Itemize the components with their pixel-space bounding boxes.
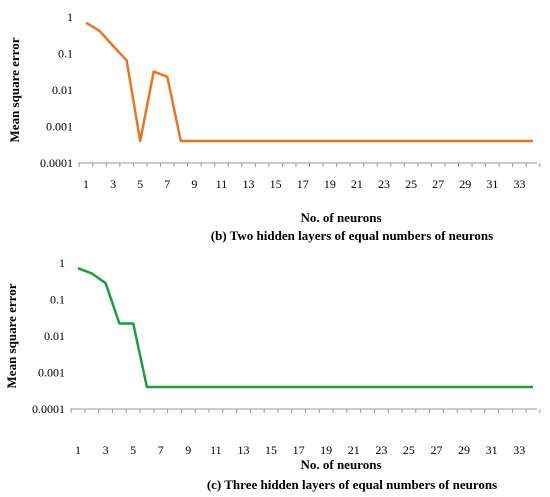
y-tick-label: 0.0001	[40, 156, 73, 170]
figure-caption: (c) Three hidden layers of equal numbers…	[207, 477, 497, 492]
x-tick-label: 27	[430, 443, 442, 457]
x-tick-label: 29	[458, 443, 470, 457]
x-tick-label: 29	[459, 177, 471, 191]
y-tick-label: 0.01	[52, 83, 73, 97]
series-line	[85, 21, 533, 143]
x-tick-label: 3	[103, 443, 109, 457]
x-tick-label: 11	[210, 443, 222, 457]
x-tick-label: 1	[75, 443, 81, 457]
y-tick-label: 0.001	[46, 120, 73, 134]
x-tick-labels: 1 3 5 7 9 11 13 15 17 19 21 23 25 27 29 31 33	[75, 443, 525, 457]
x-tick-label: 13	[243, 177, 255, 191]
y-tick-label: 0.01	[44, 329, 65, 343]
x-tick-label: 23	[375, 443, 387, 457]
x-tick-label: 9	[191, 177, 197, 191]
x-tick-label: 19	[320, 443, 332, 457]
x-tick-marks	[78, 163, 541, 167]
y-tick-labels: 1 0.1 0.01 0.001 0.0001	[40, 10, 73, 170]
x-tick-label: 33	[513, 177, 525, 191]
x-tick-label: 9	[185, 443, 191, 457]
x-tick-label: 11	[216, 177, 228, 191]
x-tick-label: 17	[293, 443, 305, 457]
y-tick-labels: 1 0.1 0.01 0.001 0.0001	[32, 256, 65, 416]
series-line	[77, 267, 533, 389]
x-tick-label: 17	[297, 177, 309, 191]
x-tick-label: 25	[405, 177, 417, 191]
x-tick-label: 21	[351, 177, 363, 191]
x-tick-label: 25	[403, 443, 415, 457]
x-tick-label: 3	[110, 177, 116, 191]
x-tick-label: 19	[324, 177, 336, 191]
x-tick-label: 1	[83, 177, 89, 191]
x-tick-marks	[70, 409, 541, 413]
y-tick-label: 1	[59, 256, 65, 270]
y-axis-title: Mean square error	[7, 37, 22, 142]
x-axis-title: No. of neurons	[300, 210, 381, 225]
x-tick-label: 31	[486, 177, 498, 191]
x-tick-label: 33	[513, 443, 525, 457]
x-tick-label: 15	[270, 177, 282, 191]
y-tick-label: 1	[67, 10, 73, 24]
x-tick-label: 15	[265, 443, 277, 457]
y-axis-title: Mean square error	[4, 283, 19, 388]
x-tick-label: 5	[130, 443, 136, 457]
x-tick-label: 27	[432, 177, 444, 191]
x-tick-label: 21	[348, 443, 360, 457]
y-tick-label: 0.1	[50, 293, 65, 307]
x-tick-label: 5	[137, 177, 143, 191]
y-tick-label: 0.1	[58, 47, 73, 61]
x-tick-label: 7	[164, 177, 170, 191]
y-tick-label: 0.001	[38, 366, 65, 380]
x-tick-label: 13	[237, 443, 249, 457]
x-tick-label: 31	[486, 443, 498, 457]
x-tick-label: 23	[378, 177, 390, 191]
y-tick-label: 0.0001	[32, 402, 65, 416]
x-tick-labels: 1 3 5 7 9 11 13 15 17 19 21 23 25 27 29 31 33	[83, 177, 525, 191]
figure-caption: (b) Two hidden layers of equal numbers o…	[211, 228, 493, 243]
x-tick-label: 7	[158, 443, 164, 457]
x-axis-title: No. of neurons	[300, 457, 381, 472]
